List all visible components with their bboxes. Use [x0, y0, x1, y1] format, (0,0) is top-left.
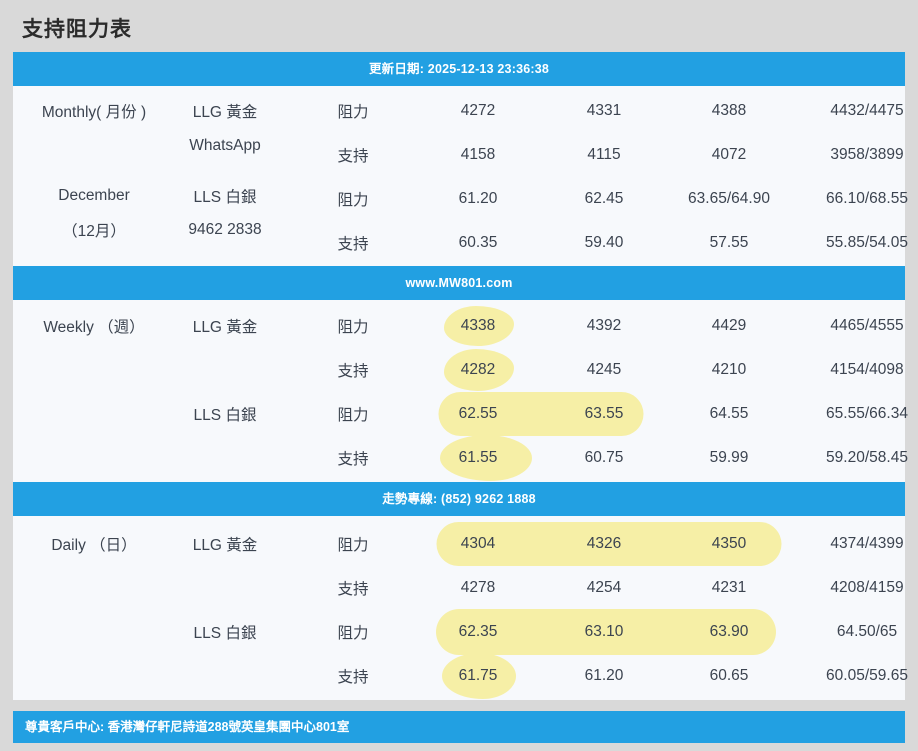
period-label-daily: Daily （日）	[51, 537, 137, 554]
instrument-label-gold-monthly: LLG 黃金	[192, 104, 258, 121]
table-cell: 63.65/64.90	[688, 190, 770, 207]
table-cell: 63.55	[584, 405, 624, 422]
table-cell: 60.65	[709, 667, 749, 684]
row-kind-label: 支持	[337, 148, 369, 165]
row-kind-label: 支持	[337, 236, 369, 253]
table-cell: 59.99	[709, 449, 749, 466]
highlight-blob	[436, 522, 782, 566]
table-cell: 4304	[460, 535, 496, 552]
period-sublabel-month-cn: （12月）	[62, 223, 126, 240]
hotline-bar: 走勢專線: (852) 9262 1888	[13, 482, 905, 516]
customer-center-footer-bar: 尊貴客戶中心: 香港灣仔軒尼詩道288號英皇集團中心801室	[13, 711, 905, 743]
row-kind-label: 支持	[337, 581, 369, 598]
table-cell: 60.75	[584, 449, 624, 466]
table-cell: 4282	[460, 361, 496, 378]
section-weekly: Weekly （週） LLG 黃金 LLS 白銀 阻力 4338 4392 44…	[13, 300, 908, 482]
table-cell: 4254	[586, 579, 622, 596]
table-cell: 65.55/66.34	[826, 405, 908, 422]
table-cell: 64.50/65	[836, 623, 898, 640]
table-cell: 4350	[711, 535, 747, 552]
row-kind-label: 支持	[337, 669, 369, 686]
table-cell: 4158	[460, 146, 496, 163]
table-cell: 4278	[460, 579, 496, 596]
update-date-bar: 更新日期: 2025-12-13 23:36:38	[13, 52, 905, 86]
period-label-weekly: Weekly （週）	[43, 319, 145, 336]
table-cell: 57.55	[709, 234, 749, 251]
table-cell: 3958/3899	[830, 146, 904, 163]
highlight-blob	[442, 653, 516, 699]
table-cell: 59.40	[584, 234, 624, 251]
table-cell: 4272	[460, 102, 496, 119]
table-cell: 66.10/68.55	[826, 190, 908, 207]
phone-label: 9462 2838	[188, 221, 262, 238]
table-cell: 60.35	[458, 234, 498, 251]
highlight-blob	[438, 392, 644, 436]
table-cell: 62.55	[458, 405, 498, 422]
table-cell: 4331	[586, 102, 622, 119]
table-cell: 4115	[587, 146, 621, 163]
table-cell: 4392	[586, 317, 622, 334]
highlight-blob	[436, 609, 776, 655]
row-kind-label: 支持	[337, 363, 369, 380]
table-cell: 4388	[711, 102, 747, 119]
period-sublabel-month: December	[58, 187, 130, 204]
row-kind-label: 阻力	[337, 104, 369, 121]
whatsapp-label: WhatsApp	[189, 137, 261, 154]
row-kind-label: 阻力	[337, 407, 369, 424]
section-daily: Daily （日） LLG 黃金 LLS 白銀 阻力 4304 4326 435…	[13, 516, 908, 700]
website-bar: www.MW801.com	[13, 266, 905, 300]
instrument-label-silver-daily: LLS 白銀	[193, 625, 257, 642]
table-cell: 4245	[586, 361, 622, 378]
instrument-label-gold-weekly: LLG 黃金	[192, 319, 258, 336]
instrument-label-silver-monthly: LLS 白銀	[193, 189, 257, 206]
highlight-blob	[444, 349, 514, 391]
page-title: 支持阻力表	[22, 18, 132, 41]
table-cell: 4208/4159	[830, 579, 904, 596]
row-kind-label: 阻力	[337, 319, 369, 336]
table-cell: 4432/4475	[830, 102, 904, 119]
table-cell: 4210	[711, 361, 747, 378]
table-cell: 4465/4555	[830, 317, 904, 334]
support-resistance-table: 更新日期: 2025-12-13 23:36:38 Monthly( 月份 ) …	[13, 52, 908, 700]
table-cell: 60.05/59.65	[826, 667, 908, 684]
table-cell: 62.45	[584, 190, 624, 207]
instrument-label-silver-weekly: LLS 白銀	[193, 407, 257, 424]
highlight-blob	[444, 306, 514, 346]
table-cell: 4326	[586, 535, 622, 552]
table-cell: 4231	[711, 579, 747, 596]
table-cell: 4072	[711, 146, 747, 163]
table-cell: 63.10	[584, 623, 624, 640]
row-kind-label: 阻力	[337, 192, 369, 209]
table-cell: 4154/4098	[830, 361, 904, 378]
highlight-blob	[440, 435, 532, 481]
section-monthly: Monthly( 月份 ) December （12月） LLG 黃金 What…	[13, 86, 908, 266]
period-label-monthly: Monthly( 月份 )	[41, 104, 147, 121]
table-cell: 61.20	[584, 667, 624, 684]
table-cell: 59.20/58.45	[826, 449, 908, 466]
instrument-label-gold-daily: LLG 黃金	[192, 537, 258, 554]
table-cell: 4374/4399	[830, 535, 904, 552]
table-cell: 62.35	[458, 623, 498, 640]
table-cell: 55.85/54.05	[826, 234, 908, 251]
table-cell: 4338	[460, 317, 496, 334]
row-kind-label: 支持	[337, 451, 369, 468]
table-cell: 63.90	[709, 623, 749, 640]
table-cell: 64.55	[709, 405, 749, 422]
row-kind-label: 阻力	[337, 625, 369, 642]
table-cell: 61.55	[458, 449, 498, 466]
table-cell: 4429	[711, 317, 747, 334]
table-cell: 61.75	[458, 667, 498, 684]
row-kind-label: 阻力	[337, 537, 369, 554]
table-cell: 61.20	[458, 190, 498, 207]
